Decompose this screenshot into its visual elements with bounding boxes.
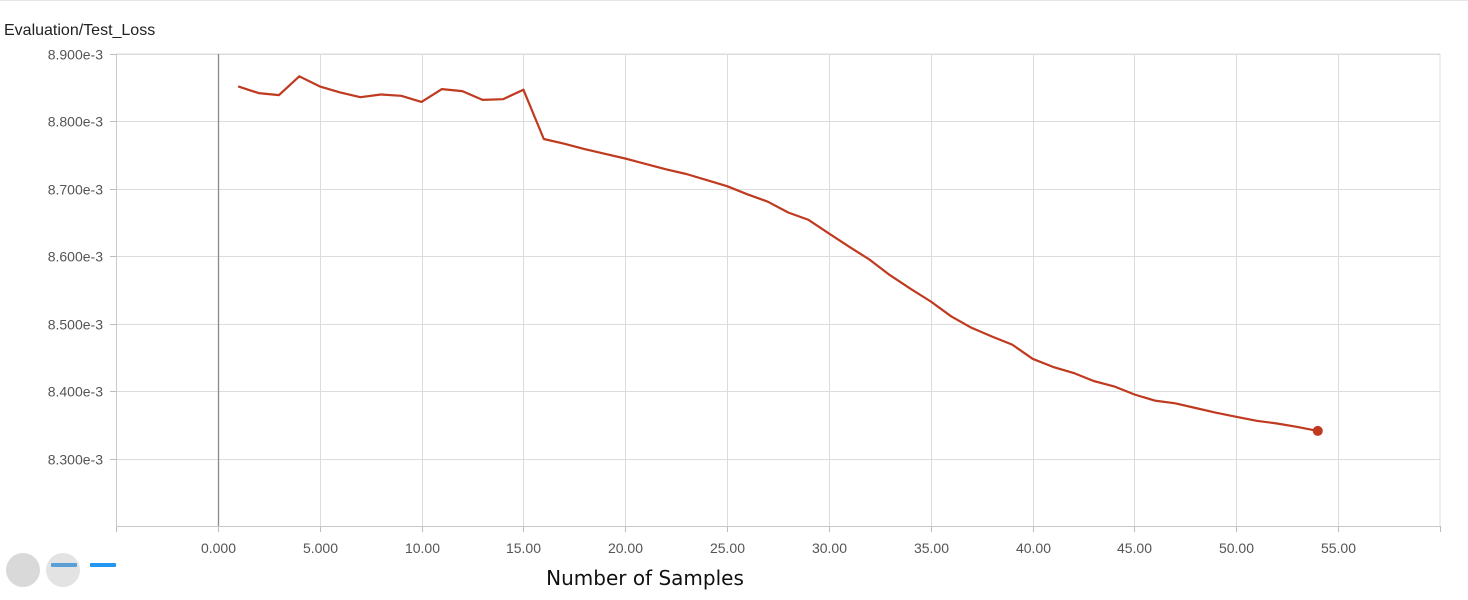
toggle-icon[interactable]: [6, 553, 40, 587]
y-tick-label: 8.300e-3: [48, 452, 103, 468]
x-tick-label: 55.00: [1321, 540, 1356, 556]
y-tick-label: 8.700e-3: [48, 182, 103, 198]
x-tick-label: 25.00: [710, 540, 745, 556]
expand-icon[interactable]: [51, 563, 77, 567]
x-tick-label: 10.00: [405, 540, 440, 556]
y-tick-labels: 8.300e-3 8.400e-3 8.500e-3 8.600e-3 8.700e-3…: [48, 47, 103, 468]
x-tick-label: 45.00: [1117, 540, 1152, 556]
y-tick-label: 8.800e-3: [48, 114, 103, 130]
last-point-marker: [1312, 425, 1323, 436]
toggle-icon[interactable]: [46, 553, 80, 587]
y-tick-label: 8.500e-3: [48, 317, 103, 333]
y-tick-label: 8.400e-3: [48, 384, 103, 400]
x-tick-label: 40.00: [1016, 540, 1051, 556]
x-tick-label: 20.00: [608, 540, 643, 556]
x-axis-label: Number of Samples: [546, 566, 744, 590]
series: [237, 75, 1323, 436]
x-tick-label: 50.00: [1219, 540, 1254, 556]
y-tick-label: 8.600e-3: [48, 249, 103, 265]
x-tick-label: 15.00: [506, 540, 541, 556]
chart-title: Evaluation/Test_Loss: [4, 22, 156, 39]
x-tick-label: 0.000: [201, 540, 236, 556]
grid: [116, 53, 1441, 526]
top-divider: [0, 0, 1468, 1]
x-tick-label: 30.00: [812, 540, 847, 556]
x-tick-label: 5.000: [303, 540, 338, 556]
x-tick-labels: 0.000 5.000 10.00 15.00 20.00 25.00 30.00 35.00…: [201, 540, 1356, 556]
x-tick-label: 35.00: [914, 540, 949, 556]
data-icon[interactable]: [90, 563, 116, 567]
y-tick-label: 8.900e-3: [48, 47, 103, 63]
series-line: [237, 75, 1319, 432]
axes: [110, 54, 1441, 532]
